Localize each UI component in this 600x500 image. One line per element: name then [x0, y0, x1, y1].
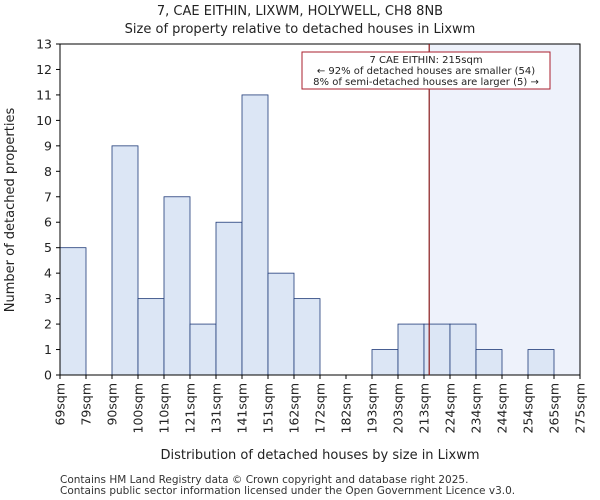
annotation-line-1: 7 CAE EITHIN: 215sqm — [369, 55, 482, 66]
x-tick-label: 90sqm — [105, 383, 120, 426]
y-axis-label: Number of detached properties — [3, 108, 18, 313]
y-tick-label: 11 — [36, 87, 52, 102]
bar-131sqm — [215, 221, 243, 376]
y-tick-label: 5 — [44, 240, 52, 255]
x-tick-label: 79sqm — [79, 383, 94, 426]
x-tick-label: 244sqm — [495, 383, 510, 433]
annotation-line-2: ← 92% of detached houses are smaller (54… — [317, 66, 535, 77]
x-tick-label: 193sqm — [365, 383, 380, 433]
bar-224sqm — [449, 323, 477, 376]
x-tick-label: 275sqm — [573, 383, 588, 433]
larger-region-highlight — [429, 44, 580, 375]
bar-90sqm — [111, 145, 139, 376]
bar-121sqm — [189, 323, 217, 376]
x-tick-label: 141sqm — [235, 383, 250, 433]
y-tick-label: 9 — [44, 138, 52, 153]
y-tick-label: 0 — [44, 368, 52, 383]
x-tick-label: 234sqm — [469, 383, 484, 433]
x-tick-label: 121sqm — [183, 383, 198, 433]
x-tick-label: 151sqm — [261, 383, 276, 433]
x-tick-label: 172sqm — [313, 383, 328, 433]
x-axis-label: Distribution of detached houses by size … — [160, 448, 479, 463]
y-tick-label: 1 — [44, 342, 52, 357]
bar-141sqm — [241, 94, 269, 376]
y-tick-label: 10 — [36, 113, 52, 128]
x-tick-label: 162sqm — [287, 383, 302, 433]
bar-110sqm — [163, 196, 191, 376]
annotation-box — [301, 51, 551, 90]
bar-100sqm — [137, 298, 165, 376]
bar-213sqm — [423, 323, 451, 376]
x-tick-label: 69sqm — [53, 383, 68, 426]
y-tick-label: 3 — [44, 291, 52, 306]
y-tick-label: 12 — [36, 62, 52, 77]
y-tick-label: 7 — [44, 189, 52, 204]
x-tick-label: 265sqm — [547, 383, 562, 433]
bar-193sqm — [371, 349, 399, 376]
chart-title-line-1: 7, CAE EITHIN, LIXWM, HOLYWELL, CH8 8NB — [157, 4, 443, 19]
x-tick-label: 100sqm — [131, 383, 146, 433]
footer-line-1: Contains HM Land Registry data © Crown c… — [60, 474, 468, 486]
y-tick-label: 6 — [44, 215, 52, 230]
y-tick-label: 13 — [36, 37, 52, 52]
x-tick-label: 213sqm — [417, 383, 432, 433]
y-tick-label: 2 — [44, 317, 52, 332]
x-tick-label: 254sqm — [521, 383, 536, 433]
chart-title-line-2: Size of property relative to detached ho… — [125, 22, 476, 37]
bar-203sqm — [397, 323, 425, 376]
y-tick-label: 8 — [44, 164, 52, 179]
footer-line-2: Contains public sector information licen… — [60, 485, 515, 497]
bar-162sqm — [293, 298, 321, 376]
x-tick-label: 224sqm — [443, 383, 458, 433]
x-tick-label: 203sqm — [391, 383, 406, 433]
x-tick-label: 182sqm — [339, 383, 354, 433]
y-tick-label: 4 — [44, 266, 52, 281]
x-tick-label: 131sqm — [209, 383, 224, 433]
x-tick-label: 110sqm — [157, 383, 172, 433]
bar-234sqm — [475, 349, 503, 376]
bar-151sqm — [267, 272, 295, 376]
bar-69sqm — [59, 247, 87, 376]
annotation-line-3: 8% of semi-detached houses are larger (5… — [313, 77, 539, 88]
bar-254sqm — [527, 349, 555, 376]
